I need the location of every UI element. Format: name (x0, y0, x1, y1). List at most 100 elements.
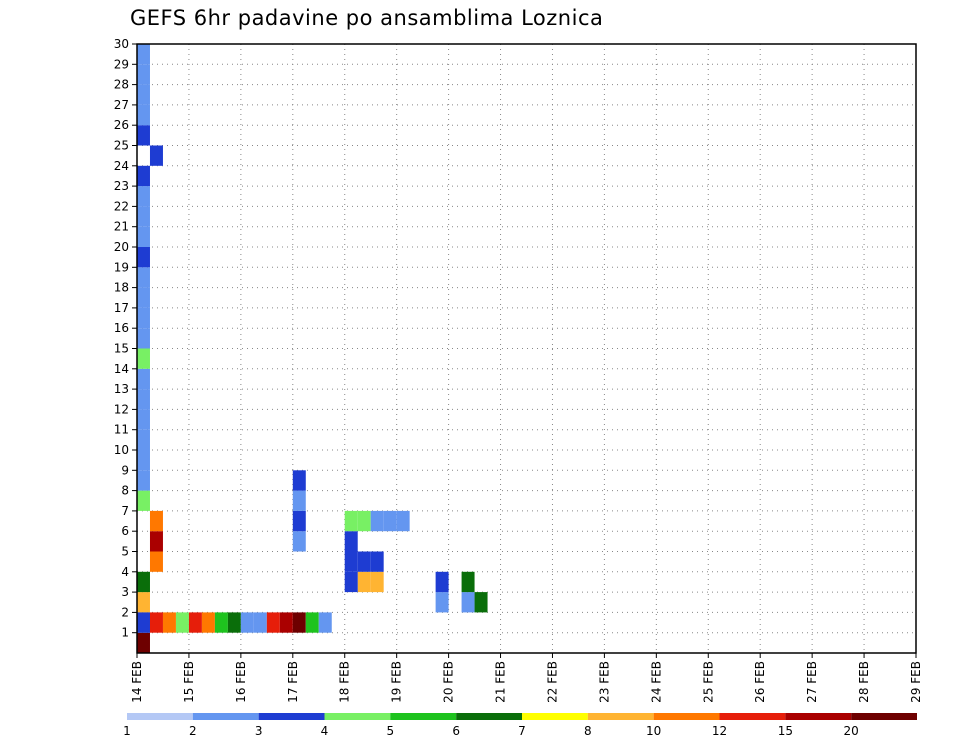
y-tick-label: 21 (114, 220, 129, 234)
legend-swatch (324, 713, 391, 720)
legend-swatch (719, 713, 786, 720)
x-tick-label: 28 FEB (857, 661, 871, 703)
heatmap-cell (149, 531, 163, 552)
x-axis: 14 FEB 15 FEB 16 FEB 17 FEB 18 FEB 19 FEB 20 F… (130, 653, 923, 703)
y-tick-label: 19 (114, 260, 129, 274)
y-tick-label: 17 (114, 301, 129, 315)
legend-swatch (653, 713, 720, 720)
x-tick-label: 21 FEB (494, 661, 508, 703)
legend-swatch (785, 713, 852, 720)
heatmap-cell (162, 612, 176, 633)
heatmap-cell (461, 592, 475, 613)
heatmap-cell (137, 632, 150, 653)
heatmap-cell (370, 571, 384, 593)
heatmap-cell (344, 510, 358, 532)
y-tick-label: 25 (114, 139, 129, 153)
legend-label: 6 (452, 724, 460, 738)
y-tick-label: 13 (114, 382, 129, 396)
plot-frame (136, 43, 917, 654)
heatmap-cell (137, 287, 150, 308)
heatmap-cell (357, 551, 371, 572)
heatmap-cell (292, 612, 306, 633)
grid-lines (136, 43, 917, 653)
heatmap-cell (344, 531, 358, 552)
heatmap-cell (137, 612, 150, 633)
heatmap-cell (137, 571, 150, 593)
heatmap-cell (344, 571, 358, 593)
heatmap-cell (292, 510, 306, 532)
legend-swatch (456, 713, 522, 720)
y-tick-label: 24 (114, 159, 129, 173)
heatmap-cell (149, 612, 163, 633)
y-tick-label: 3 (121, 585, 129, 599)
y-tick-label: 18 (114, 281, 129, 295)
legend-swatch (587, 713, 654, 720)
heatmap-cell (137, 44, 150, 65)
x-tick-label: 26 FEB (753, 661, 767, 703)
legend-swatch (192, 713, 259, 720)
y-tick-label: 8 (121, 484, 129, 498)
x-tick-label: 23 FEB (597, 661, 611, 703)
y-tick-label: 11 (114, 423, 129, 437)
heatmap-cell (137, 165, 150, 187)
heatmap-cells (137, 44, 488, 653)
heatmap-cell (137, 368, 150, 390)
heatmap-cell (279, 612, 293, 633)
y-tick-label: 5 (121, 545, 129, 559)
heatmap-cell (227, 612, 241, 633)
x-tick-label: 22 FEB (545, 661, 559, 703)
legend-swatch (851, 713, 917, 720)
heatmap-cell (137, 307, 150, 329)
heatmap-cell (461, 571, 475, 593)
color-legend: 1 2 3 4 5 6 7 8 10 12 15 20 (123, 713, 917, 738)
heatmap-cell (396, 510, 410, 532)
x-tick-label: 14 FEB (130, 661, 144, 703)
y-tick-label: 23 (114, 179, 129, 193)
y-tick-label: 16 (114, 321, 129, 335)
heatmap-cell (149, 510, 163, 532)
heatmap-cell (137, 247, 150, 268)
legend-label: 3 (255, 724, 263, 738)
heatmap-cell (357, 510, 371, 532)
legend-label: 5 (387, 724, 395, 738)
heatmap-cell (137, 125, 150, 146)
heatmap-cell (137, 84, 150, 105)
heatmap-cell (175, 612, 189, 633)
y-tick-label: 22 (114, 199, 129, 213)
x-tick-label: 27 FEB (805, 661, 819, 703)
heatmap-cell (137, 490, 150, 511)
y-tick-label: 30 (114, 37, 129, 51)
y-tick-label: 10 (114, 443, 129, 457)
legend-label: 10 (646, 724, 661, 738)
y-tick-label: 7 (121, 504, 129, 518)
y-axis: 1234567891011121314151617181920212223242… (114, 37, 137, 640)
y-tick-label: 28 (114, 78, 129, 92)
legend-swatch (127, 713, 193, 720)
heatmap-cell (137, 104, 150, 126)
legend-label: 8 (584, 724, 592, 738)
legend-label: 12 (712, 724, 727, 738)
heatmap-cell (149, 145, 163, 166)
y-tick-label: 26 (114, 118, 129, 132)
heatmap-cell (137, 328, 150, 349)
x-tick-label: 29 FEB (909, 661, 923, 703)
x-tick-label: 24 FEB (649, 661, 663, 703)
heatmap-cell (292, 470, 306, 491)
heatmap-cell (357, 571, 371, 593)
legend-label: 15 (778, 724, 793, 738)
heatmap-cell (344, 551, 358, 572)
x-tick-label: 19 FEB (390, 661, 404, 703)
y-tick-label: 20 (114, 240, 129, 254)
heatmap-cell (435, 571, 449, 593)
heatmap-cell (370, 551, 384, 572)
heatmap-cell (305, 612, 319, 633)
heatmap-cell (253, 612, 267, 633)
heatmap-cell (240, 612, 254, 633)
y-tick-label: 27 (114, 98, 129, 112)
legend-label: 1 (123, 724, 131, 738)
heatmap-cell (266, 612, 280, 633)
y-tick-label: 2 (121, 605, 129, 619)
heatmap-cell (137, 348, 150, 369)
legend-label: 20 (844, 724, 859, 738)
legend-swatch (522, 713, 588, 720)
